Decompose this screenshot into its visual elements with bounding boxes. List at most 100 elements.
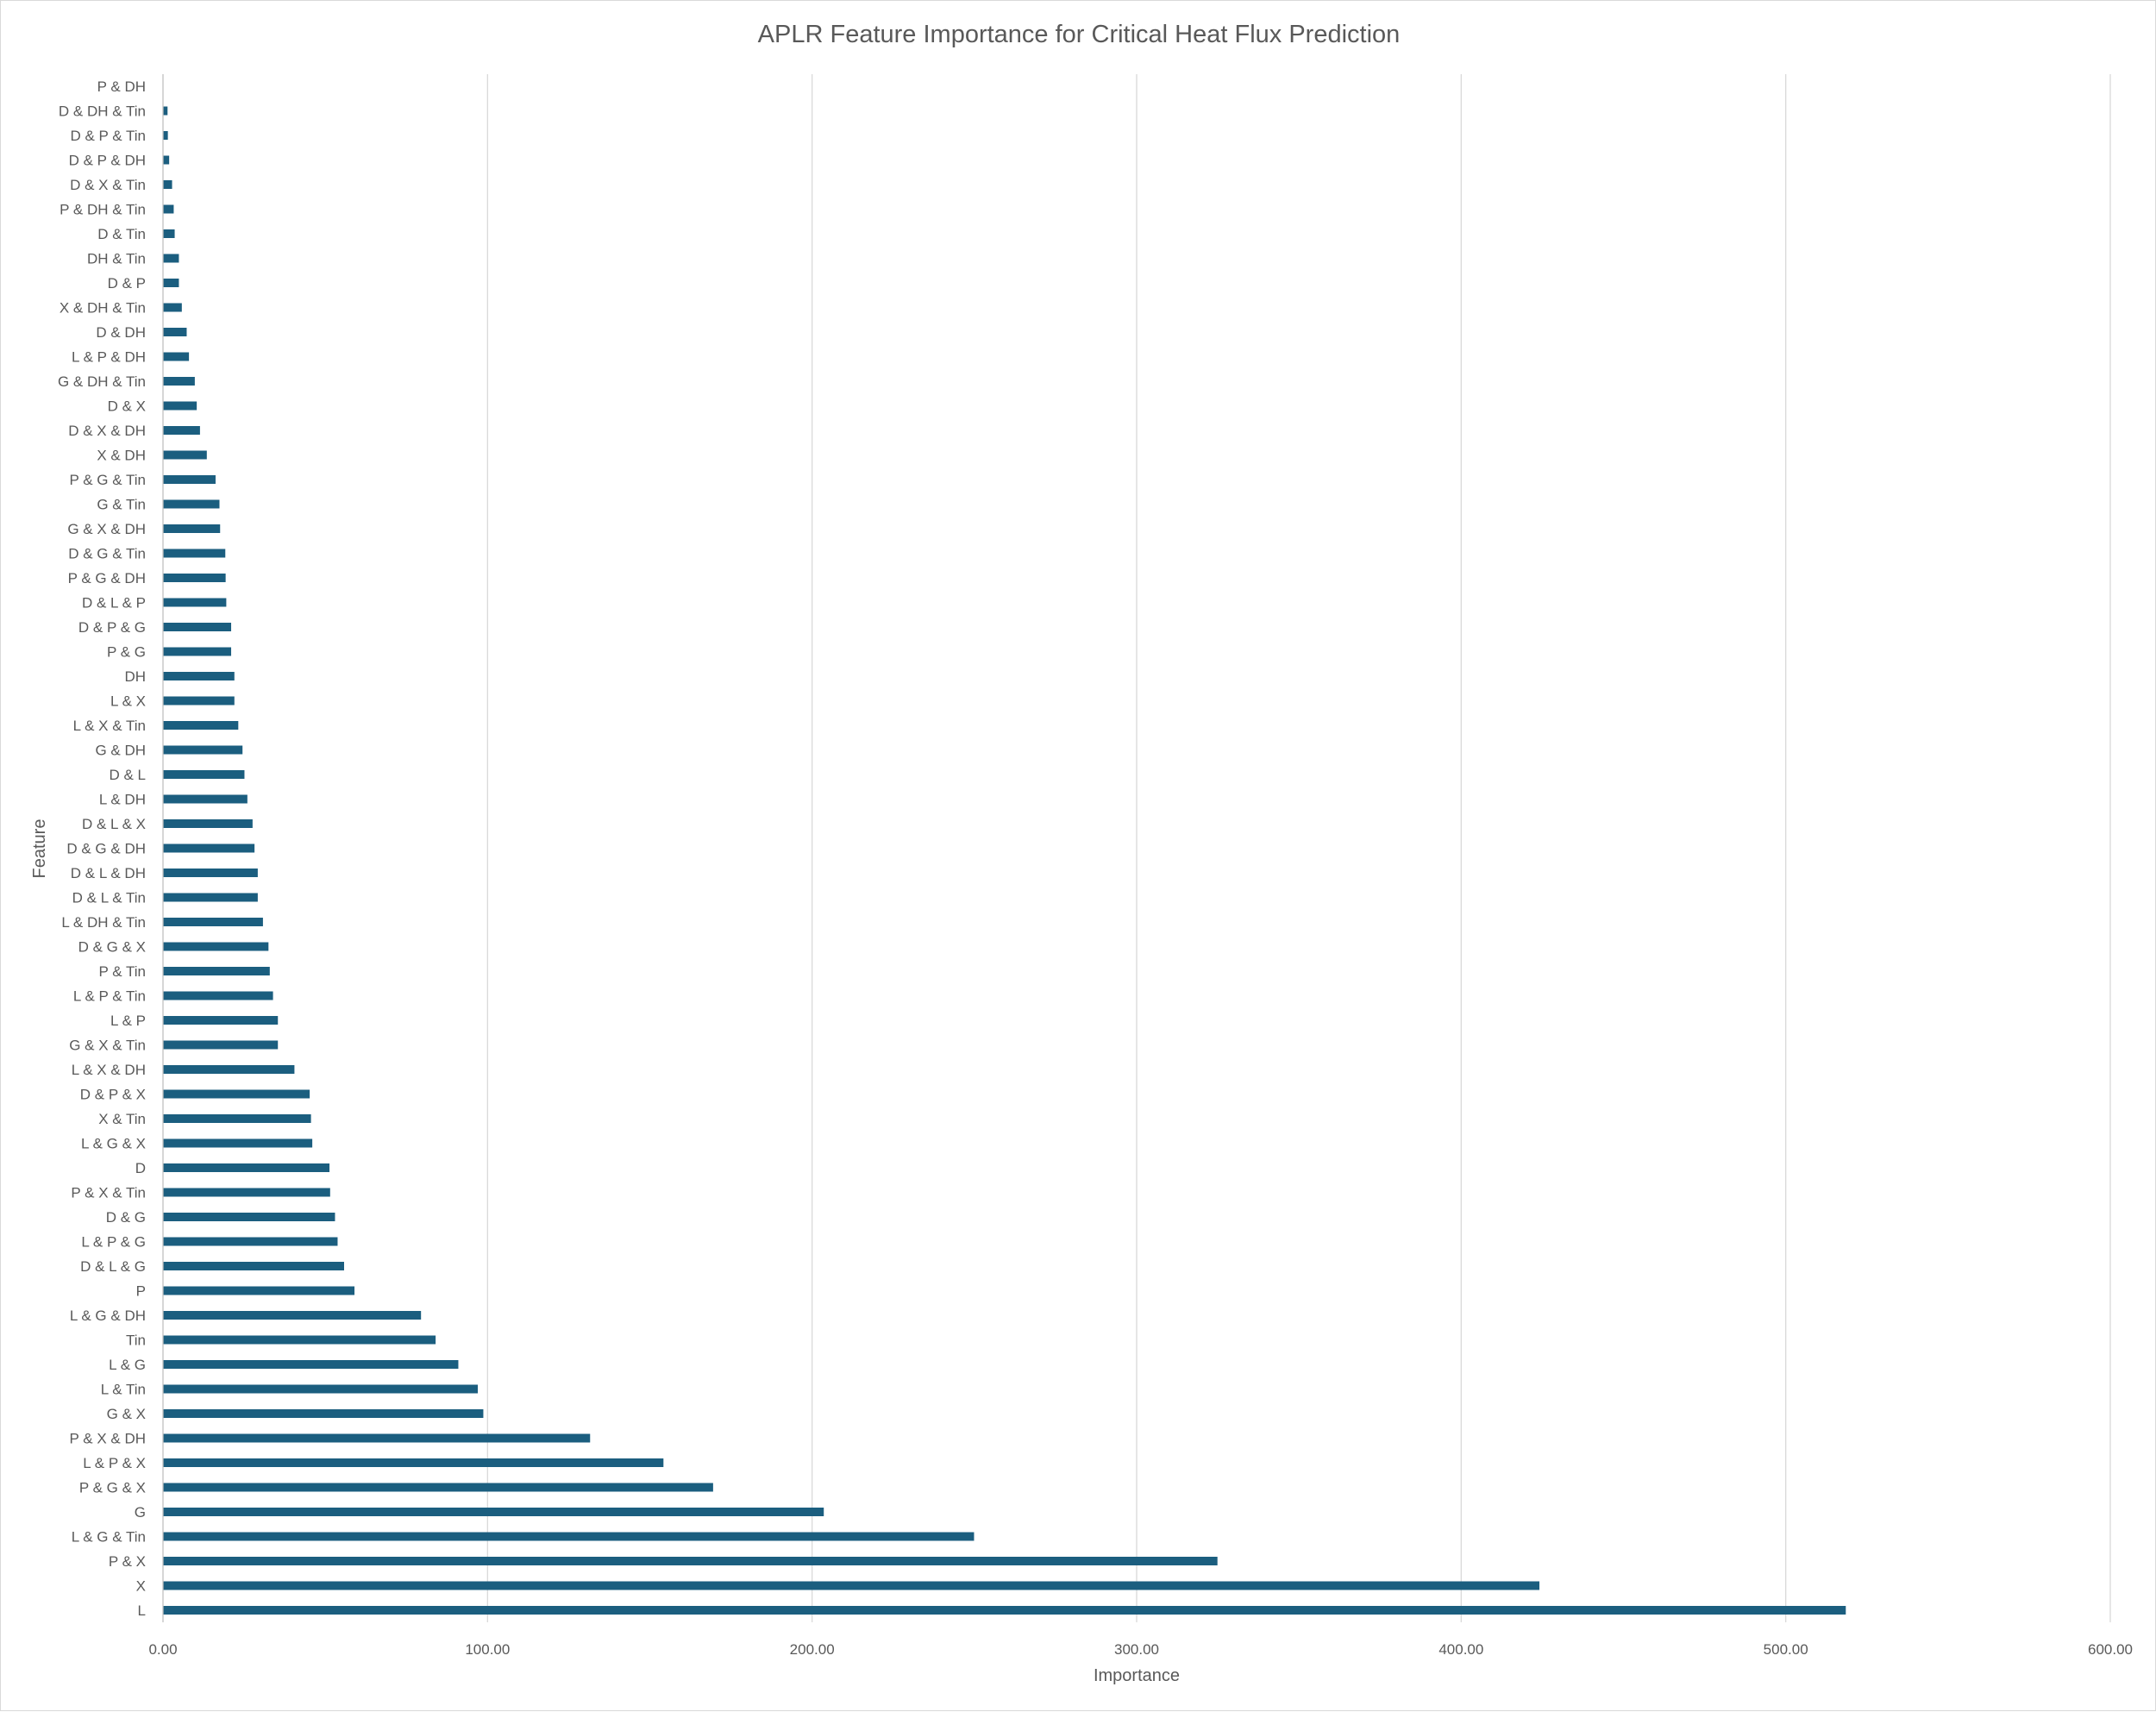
bar — [163, 377, 195, 386]
y-axis-title: Feature — [30, 819, 49, 879]
bar — [163, 1237, 338, 1246]
bar — [163, 131, 168, 140]
category-label: L — [138, 1602, 146, 1619]
x-axis-ticks: 0.00 100.00 200.00 300.00 400.00 500.00 600.00 — [148, 1641, 2133, 1658]
bar — [163, 1089, 310, 1099]
category-label: P & G & DH — [68, 570, 146, 586]
category-label: P & X — [109, 1553, 146, 1570]
bar — [163, 942, 269, 951]
category-label: D & L & G — [80, 1258, 146, 1275]
bar — [163, 328, 187, 336]
bar — [163, 1188, 330, 1197]
bar — [163, 254, 179, 263]
category-label: D & P & Tin — [70, 128, 146, 144]
category-label: P — [136, 1283, 146, 1300]
category-label: L & Tin — [101, 1382, 146, 1398]
category-label: L & G — [109, 1357, 146, 1373]
bars — [163, 106, 1846, 1615]
chart-title: APLR Feature Importance for Critical Hea… — [758, 21, 1401, 48]
bar — [163, 1040, 279, 1050]
x-tick-label: 200.00 — [790, 1641, 835, 1658]
category-label: X & DH & Tin — [60, 300, 146, 317]
bar — [163, 106, 168, 116]
category-label: P & G & Tin — [69, 472, 146, 488]
bar — [163, 598, 227, 607]
category-label: L & G & Tin — [72, 1529, 146, 1546]
bar — [163, 229, 175, 238]
bar — [163, 623, 232, 631]
bar — [163, 1262, 344, 1270]
category-label: D & X — [108, 398, 146, 415]
category-label: L & X & DH — [72, 1062, 146, 1078]
bar — [163, 721, 239, 730]
bar — [163, 303, 182, 312]
bar — [163, 401, 197, 411]
bar — [163, 1433, 591, 1443]
bar — [163, 1286, 355, 1295]
bar — [163, 1409, 484, 1418]
category-label: X & DH — [97, 448, 146, 464]
bar — [163, 647, 232, 656]
bar — [163, 843, 255, 853]
category-label: G & X — [107, 1406, 146, 1422]
bar — [163, 1384, 479, 1394]
category-label: G & DH & Tin — [58, 373, 146, 390]
bar — [163, 549, 226, 558]
category-label: L & P & G — [81, 1234, 146, 1251]
bar — [163, 1016, 279, 1025]
category-label: DH — [124, 668, 146, 685]
category-label: D & P & DH — [69, 153, 146, 169]
category-label: D & DH & Tin — [59, 103, 146, 120]
bar — [163, 893, 258, 902]
category-label: D & DH — [96, 324, 146, 341]
bar — [163, 499, 220, 509]
category-label: D & G & X — [78, 939, 146, 956]
bar — [163, 1138, 313, 1148]
bar — [163, 794, 248, 804]
category-label: D & X & DH — [68, 423, 146, 439]
bar — [163, 696, 235, 705]
bar — [163, 155, 170, 165]
category-label: P & DH & Tin — [60, 202, 146, 218]
bar — [163, 204, 174, 214]
bar — [163, 1606, 1846, 1615]
bar — [163, 426, 200, 435]
x-tick-label: 400.00 — [1438, 1641, 1483, 1658]
category-label: D & L — [109, 767, 146, 783]
category-label: D & G — [106, 1209, 146, 1226]
bar — [163, 475, 216, 484]
bar — [163, 672, 235, 680]
bar — [163, 991, 273, 1000]
category-label: D & G & Tin — [68, 546, 146, 562]
category-label: D & P & X — [80, 1087, 146, 1103]
bar — [163, 1114, 311, 1123]
bar — [163, 1458, 664, 1467]
category-label: DH & Tin — [87, 251, 146, 267]
bar — [163, 524, 221, 533]
bar — [163, 1581, 1540, 1590]
category-label: L & P & X — [83, 1455, 146, 1471]
category-label: D & Tin — [97, 226, 146, 242]
category-label: G & X & Tin — [69, 1038, 146, 1054]
bar — [163, 1335, 436, 1345]
category-label: L & DH — [99, 792, 146, 808]
category-label: L & P & DH — [72, 349, 146, 366]
category-label: P & X & DH — [70, 1431, 147, 1447]
bar — [163, 1557, 1218, 1565]
x-axis-title: Importance — [1094, 1666, 1180, 1685]
category-label: L & P — [110, 1013, 146, 1029]
category-label: L & X — [110, 693, 146, 710]
category-label: P & G & X — [79, 1480, 146, 1496]
category-label: P & Tin — [99, 963, 147, 980]
category-label: L & G & DH — [70, 1308, 146, 1324]
bar — [163, 967, 270, 975]
category-label: D & L & Tin — [72, 890, 146, 906]
bar — [163, 1532, 975, 1541]
bar — [163, 1311, 422, 1320]
category-label: D & P — [108, 275, 146, 292]
gridlines — [486, 74, 2111, 1622]
category-label: G — [135, 1504, 146, 1521]
category-label: D & P & G — [78, 619, 146, 636]
x-tick-label: 500.00 — [1764, 1641, 1808, 1658]
bar — [163, 574, 226, 582]
